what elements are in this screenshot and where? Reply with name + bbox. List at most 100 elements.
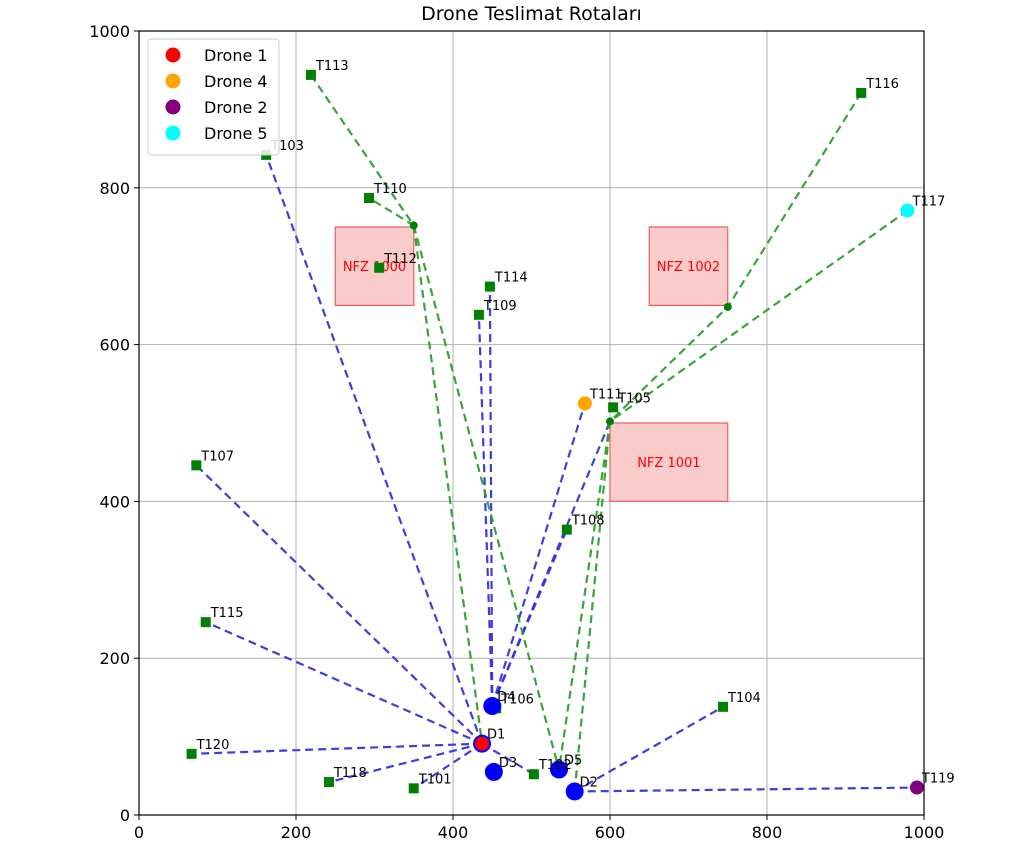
plot-frame (138, 30, 925, 816)
route-line-blue (265, 154, 484, 745)
delivery-label: T102 (538, 758, 572, 773)
delivery-point (528, 769, 539, 780)
route-line-blue (488, 286, 494, 707)
y-tick-label: 1000 (89, 22, 130, 41)
delivery-label: T106 (500, 692, 534, 707)
route-line-green (412, 225, 484, 744)
x-tick-label: 200 (281, 823, 312, 842)
route-line-blue (477, 314, 494, 707)
depot-label: D3 (499, 756, 517, 771)
depot-label: D5 (564, 754, 582, 769)
legend-label: Drone 1 (204, 46, 268, 65)
delivery-label: T120 (196, 738, 230, 753)
delivery-point (473, 309, 484, 320)
delivery-label: T116 (865, 77, 899, 92)
waypoint (409, 221, 418, 230)
x-tick-label: 1000 (904, 823, 945, 842)
delivery-label: T115 (210, 606, 244, 621)
delivery-point (364, 192, 375, 203)
route-line-blue (574, 705, 724, 793)
legend: Drone 1 Drone 4 Drone 2 Drone 5 (147, 38, 280, 156)
drone-marker (909, 780, 924, 795)
route-line-blue (328, 742, 483, 784)
route-line-blue (491, 421, 612, 707)
waypoint (723, 302, 732, 311)
delivery-point (608, 402, 619, 413)
y-tick-label: 0 (120, 806, 130, 825)
points (186, 69, 924, 801)
delivery-label: T117 (912, 195, 946, 210)
delivery-label: T112 (383, 252, 417, 267)
delivery-point (323, 777, 334, 788)
route-line-blue (413, 742, 483, 790)
delivery-point (191, 460, 202, 471)
drone-marker (900, 203, 915, 218)
legend-marker (165, 99, 181, 115)
delivery-label: T101 (418, 772, 452, 787)
delivery-point (374, 262, 385, 273)
delivery-point (408, 783, 419, 794)
drone-marker (475, 736, 490, 751)
route-line-blue (574, 786, 917, 793)
depot-point (483, 697, 502, 716)
no-fly-zone-label: NFZ 1002 (657, 260, 720, 275)
no-fly-zone-label: NFZ 1001 (637, 456, 700, 471)
delivery-point (305, 69, 316, 80)
depot-point (484, 762, 503, 781)
no-fly-zone (648, 226, 729, 307)
legend-label: Drone 2 (204, 98, 268, 117)
legend-box (147, 38, 280, 156)
x-tick-label: 600 (595, 823, 626, 842)
waypoint (606, 417, 614, 426)
delivery-point (718, 701, 729, 712)
delivery-point (200, 617, 211, 628)
y-tick-label: 200 (99, 649, 130, 668)
depot-point (549, 760, 568, 779)
delivery-label: T107 (200, 449, 234, 464)
depot-label: D2 (580, 775, 598, 790)
drone-marker (577, 396, 592, 411)
y-tick-label: 600 (99, 336, 130, 355)
x-tick-label: 400 (438, 823, 469, 842)
y-tick-label: 400 (99, 492, 130, 511)
delivery-point (484, 281, 495, 292)
no-fly-zone (609, 422, 729, 503)
delivery-point (186, 748, 197, 759)
y-tick-label: 800 (99, 179, 130, 198)
route-line-green (412, 225, 561, 770)
route-line-blue (481, 742, 535, 776)
delivery-point (561, 524, 572, 535)
legend-marker (165, 47, 181, 63)
axes: 0 200 400 600 800 1000 0 200 400 600 800 1000 (89, 22, 944, 842)
x-tick-label: 0 (134, 823, 144, 842)
delivery-label: T109 (483, 299, 517, 314)
delivery-label: T113 (315, 59, 349, 74)
point-labels: T101T103T104T105T106T107T108T109T110T111… (196, 59, 955, 791)
route-line-blue (191, 742, 483, 755)
chart-title: Drone Teslimat Rotaları (421, 3, 642, 25)
depot-point (565, 782, 584, 801)
delivery-label: T104 (727, 691, 761, 706)
route-line-blue (195, 464, 483, 745)
legend-marker (165, 125, 181, 141)
delivery-point (856, 87, 867, 98)
route-line-blue (205, 621, 483, 745)
routes (191, 74, 917, 793)
delivery-label: T108 (571, 514, 605, 529)
legend-marker (165, 73, 181, 89)
delivery-label: T110 (373, 182, 407, 197)
route-line-blue (491, 403, 586, 707)
legend-label: Drone 4 (204, 72, 268, 91)
delivery-label: T111 (589, 387, 623, 402)
delivery-label: T118 (333, 766, 367, 781)
depot-label: D1 (487, 728, 505, 743)
x-tick-label: 800 (752, 823, 783, 842)
delivery-label: T114 (494, 271, 528, 286)
route-line-green (310, 74, 415, 227)
delivery-label: T119 (921, 772, 955, 787)
legend-label: Drone 5 (204, 124, 268, 143)
delivery-label: T105 (617, 391, 651, 406)
depot-label: D4 (497, 690, 515, 705)
